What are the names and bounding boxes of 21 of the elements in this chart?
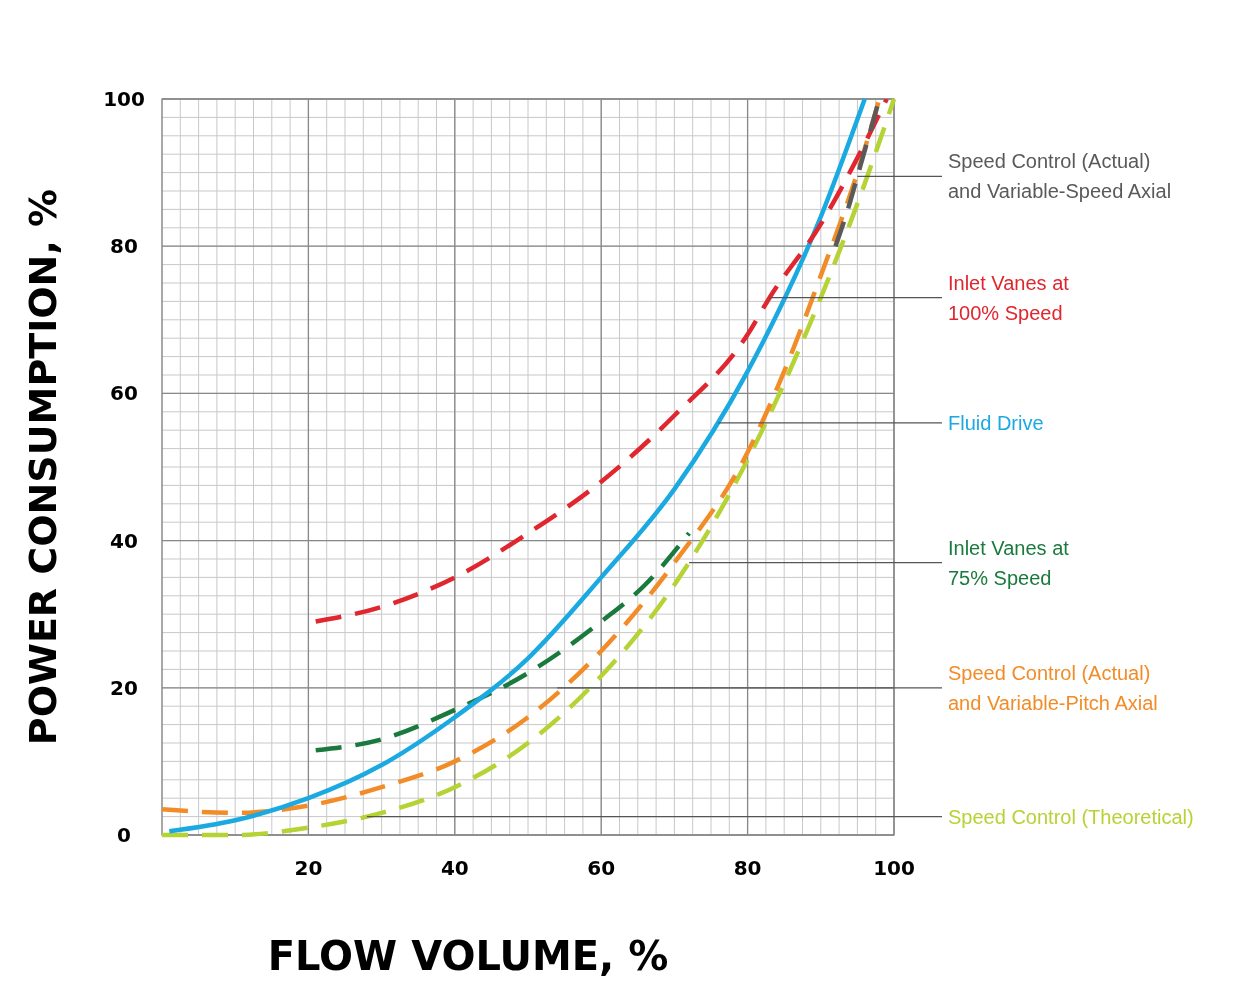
x-axis-title: FLOW VOLUME, % [267,933,669,979]
line-series [313,96,889,624]
x-tick-label: 20 [294,856,323,880]
y-tick-label: 0 [117,823,131,847]
annotation: Speed Control (Theoretical) [948,805,1194,828]
annotation: Fluid Drive [948,411,1044,434]
y-tick-label: 100 [103,87,145,111]
x-tick-label: 40 [440,856,469,880]
y-tick-label: 20 [110,675,138,700]
text: Speed Control (Actual) and Variable-Speed Axial [948,150,1172,203]
x-tick-label: 100 [873,856,915,880]
line-series [313,530,692,753]
y-tick-label: 40 [110,528,138,553]
y-tick-label: 60 [110,381,138,406]
y-axis-title: POWER CONSUMPTION, % [21,188,65,746]
x-tick-label: 60 [587,856,616,880]
annotation: Inlet Vanes at 100% Speed [948,271,1070,324]
annotation: Inlet Vanes at 75% Speed [948,536,1070,589]
y-tick-label: 80 [110,234,138,259]
x-tick-label: 80 [733,856,762,880]
annotation: Speed Control (Actual) and Variable-Pitch Axial [948,661,1158,714]
